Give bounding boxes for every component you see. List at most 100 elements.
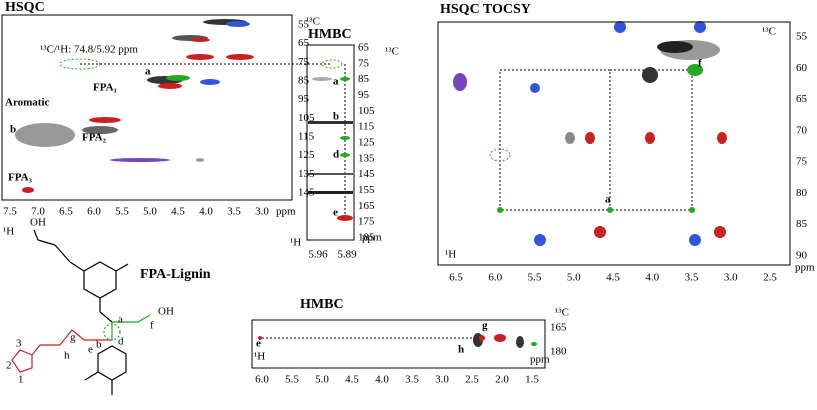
x-tick-label: 6.0 <box>87 206 101 218</box>
annotation: ¹³C/¹H: 74.8/5.92 ppm <box>40 44 138 56</box>
x-tick-label: 6.5 <box>449 272 463 284</box>
structure-label: OH <box>30 217 46 229</box>
y-tick-label: 95 <box>298 93 310 105</box>
y-tick-label: 75 <box>298 56 310 68</box>
annotation: FPA₂ <box>82 132 107 144</box>
x-tick-label: 3.0 <box>255 206 269 218</box>
y-tick-label: 165 <box>550 322 567 334</box>
structure-label: OH <box>158 306 174 318</box>
structure-label: d <box>118 336 124 348</box>
x-axis-label: ¹H <box>445 249 456 261</box>
annotation: g <box>482 320 488 332</box>
y-tick-label: 85 <box>796 218 808 230</box>
x-unit: ppm <box>276 206 296 218</box>
x-tick-label: 5.0 <box>315 374 329 386</box>
x-tick-label: 2.5 <box>465 374 479 386</box>
x-tick-label: 5.5 <box>285 374 299 386</box>
annotation: h <box>458 344 464 356</box>
x-tick-label: 6.0 <box>255 374 269 386</box>
y-tick-label: 145 <box>298 187 315 199</box>
structure <box>11 229 151 395</box>
y-axis-label: ¹³C <box>555 307 569 319</box>
y-tick-label: 165 <box>358 200 375 212</box>
panel-title: HSQC TOCSY <box>440 2 531 17</box>
y-tick-label: 75 <box>358 57 370 69</box>
x-tick-label: 4.0 <box>375 374 389 386</box>
y-tick-label: 90 <box>796 250 808 262</box>
x-tick-label: 4.0 <box>645 272 659 284</box>
x-unit: ppm <box>530 354 550 366</box>
annotation: FPA₃ <box>8 172 33 184</box>
x-tick-label: 5.5 <box>528 272 542 284</box>
structure-label: b <box>96 339 102 351</box>
x-tick-label: 3.5 <box>405 374 419 386</box>
x-tick-label: 2.0 <box>495 374 509 386</box>
x-tick-label: 1.5 <box>525 374 539 386</box>
y-tick-label: 60 <box>796 62 808 74</box>
spectra-blobs <box>15 19 727 348</box>
y-tick-label: 135 <box>298 168 315 180</box>
structure-label: f <box>150 320 154 332</box>
structure-label: g <box>70 332 76 344</box>
annotation: b <box>333 111 339 123</box>
y-tick-label: 70 <box>796 124 808 136</box>
annotation: a <box>333 76 339 88</box>
x-tick-label: 5.5 <box>115 206 129 218</box>
y-tick-label: 105 <box>358 105 375 117</box>
panel-title: HMBC <box>300 297 344 312</box>
y-tick-label: 175 <box>358 216 375 228</box>
x-unit: ppm <box>795 262 815 274</box>
annotation: e <box>256 338 261 350</box>
annotation: a <box>145 66 151 78</box>
panel-title: HMBC <box>308 27 352 42</box>
structure-label: e <box>88 344 93 356</box>
y-axis-label: ¹³C <box>385 46 399 58</box>
x-tick-label: 3.5 <box>685 272 699 284</box>
y-tick-label: 55 <box>796 31 808 43</box>
annotation: e <box>333 207 338 219</box>
x-tick-label: 5.0 <box>567 272 581 284</box>
y-tick-label: 85 <box>298 75 310 87</box>
x-tick-label: 5.96 <box>308 249 328 261</box>
x-unit: ppm <box>362 232 382 244</box>
structure-name: FPA-Lignin <box>140 267 211 282</box>
x-tick-label: 4.0 <box>199 206 213 218</box>
structure-label: a <box>118 314 123 326</box>
y-tick-label: 180 <box>550 346 567 358</box>
x-tick-label: 3.0 <box>724 272 738 284</box>
panel-title: HSQC <box>5 0 45 15</box>
y-tick-label: 55 <box>298 19 310 31</box>
x-tick-label: 6.5 <box>59 206 73 218</box>
y-axis-label: ¹³C <box>306 16 320 28</box>
y-axis-label: ¹³C <box>762 26 776 38</box>
y-tick-label: 135 <box>358 152 375 164</box>
x-tick-label: 3.5 <box>227 206 241 218</box>
x-tick-label: 5.0 <box>143 206 157 218</box>
y-tick-label: 95 <box>358 89 370 101</box>
x-tick-label: 5.89 <box>337 249 357 261</box>
x-tick-label: 4.5 <box>345 374 359 386</box>
y-tick-label: 65 <box>298 37 310 49</box>
annotation: d <box>333 149 339 161</box>
y-tick-label: 145 <box>358 168 375 180</box>
annotation: Aromatic <box>5 97 50 109</box>
structure-label: 1 <box>18 374 24 386</box>
y-tick-label: 65 <box>796 93 808 105</box>
y-tick-label: 125 <box>298 149 315 161</box>
structure-label: 2 <box>6 360 12 372</box>
x-axis-label: ¹H <box>290 237 301 249</box>
structure-label: 3 <box>16 338 22 350</box>
x-tick-label: 4.5 <box>171 206 185 218</box>
y-tick-label: 85 <box>358 73 370 85</box>
annotation: b <box>10 124 16 136</box>
annotation: f <box>698 58 702 70</box>
y-tick-label: 185 <box>358 232 375 244</box>
y-tick-label: 105 <box>298 112 315 124</box>
y-tick-label: 125 <box>358 137 375 149</box>
annotation: a <box>605 194 611 206</box>
x-tick-label: 2.5 <box>763 272 777 284</box>
y-tick-label: 80 <box>796 187 808 199</box>
x-axis-label: ¹H <box>3 226 14 238</box>
x-tick-label: 7.0 <box>31 206 45 218</box>
